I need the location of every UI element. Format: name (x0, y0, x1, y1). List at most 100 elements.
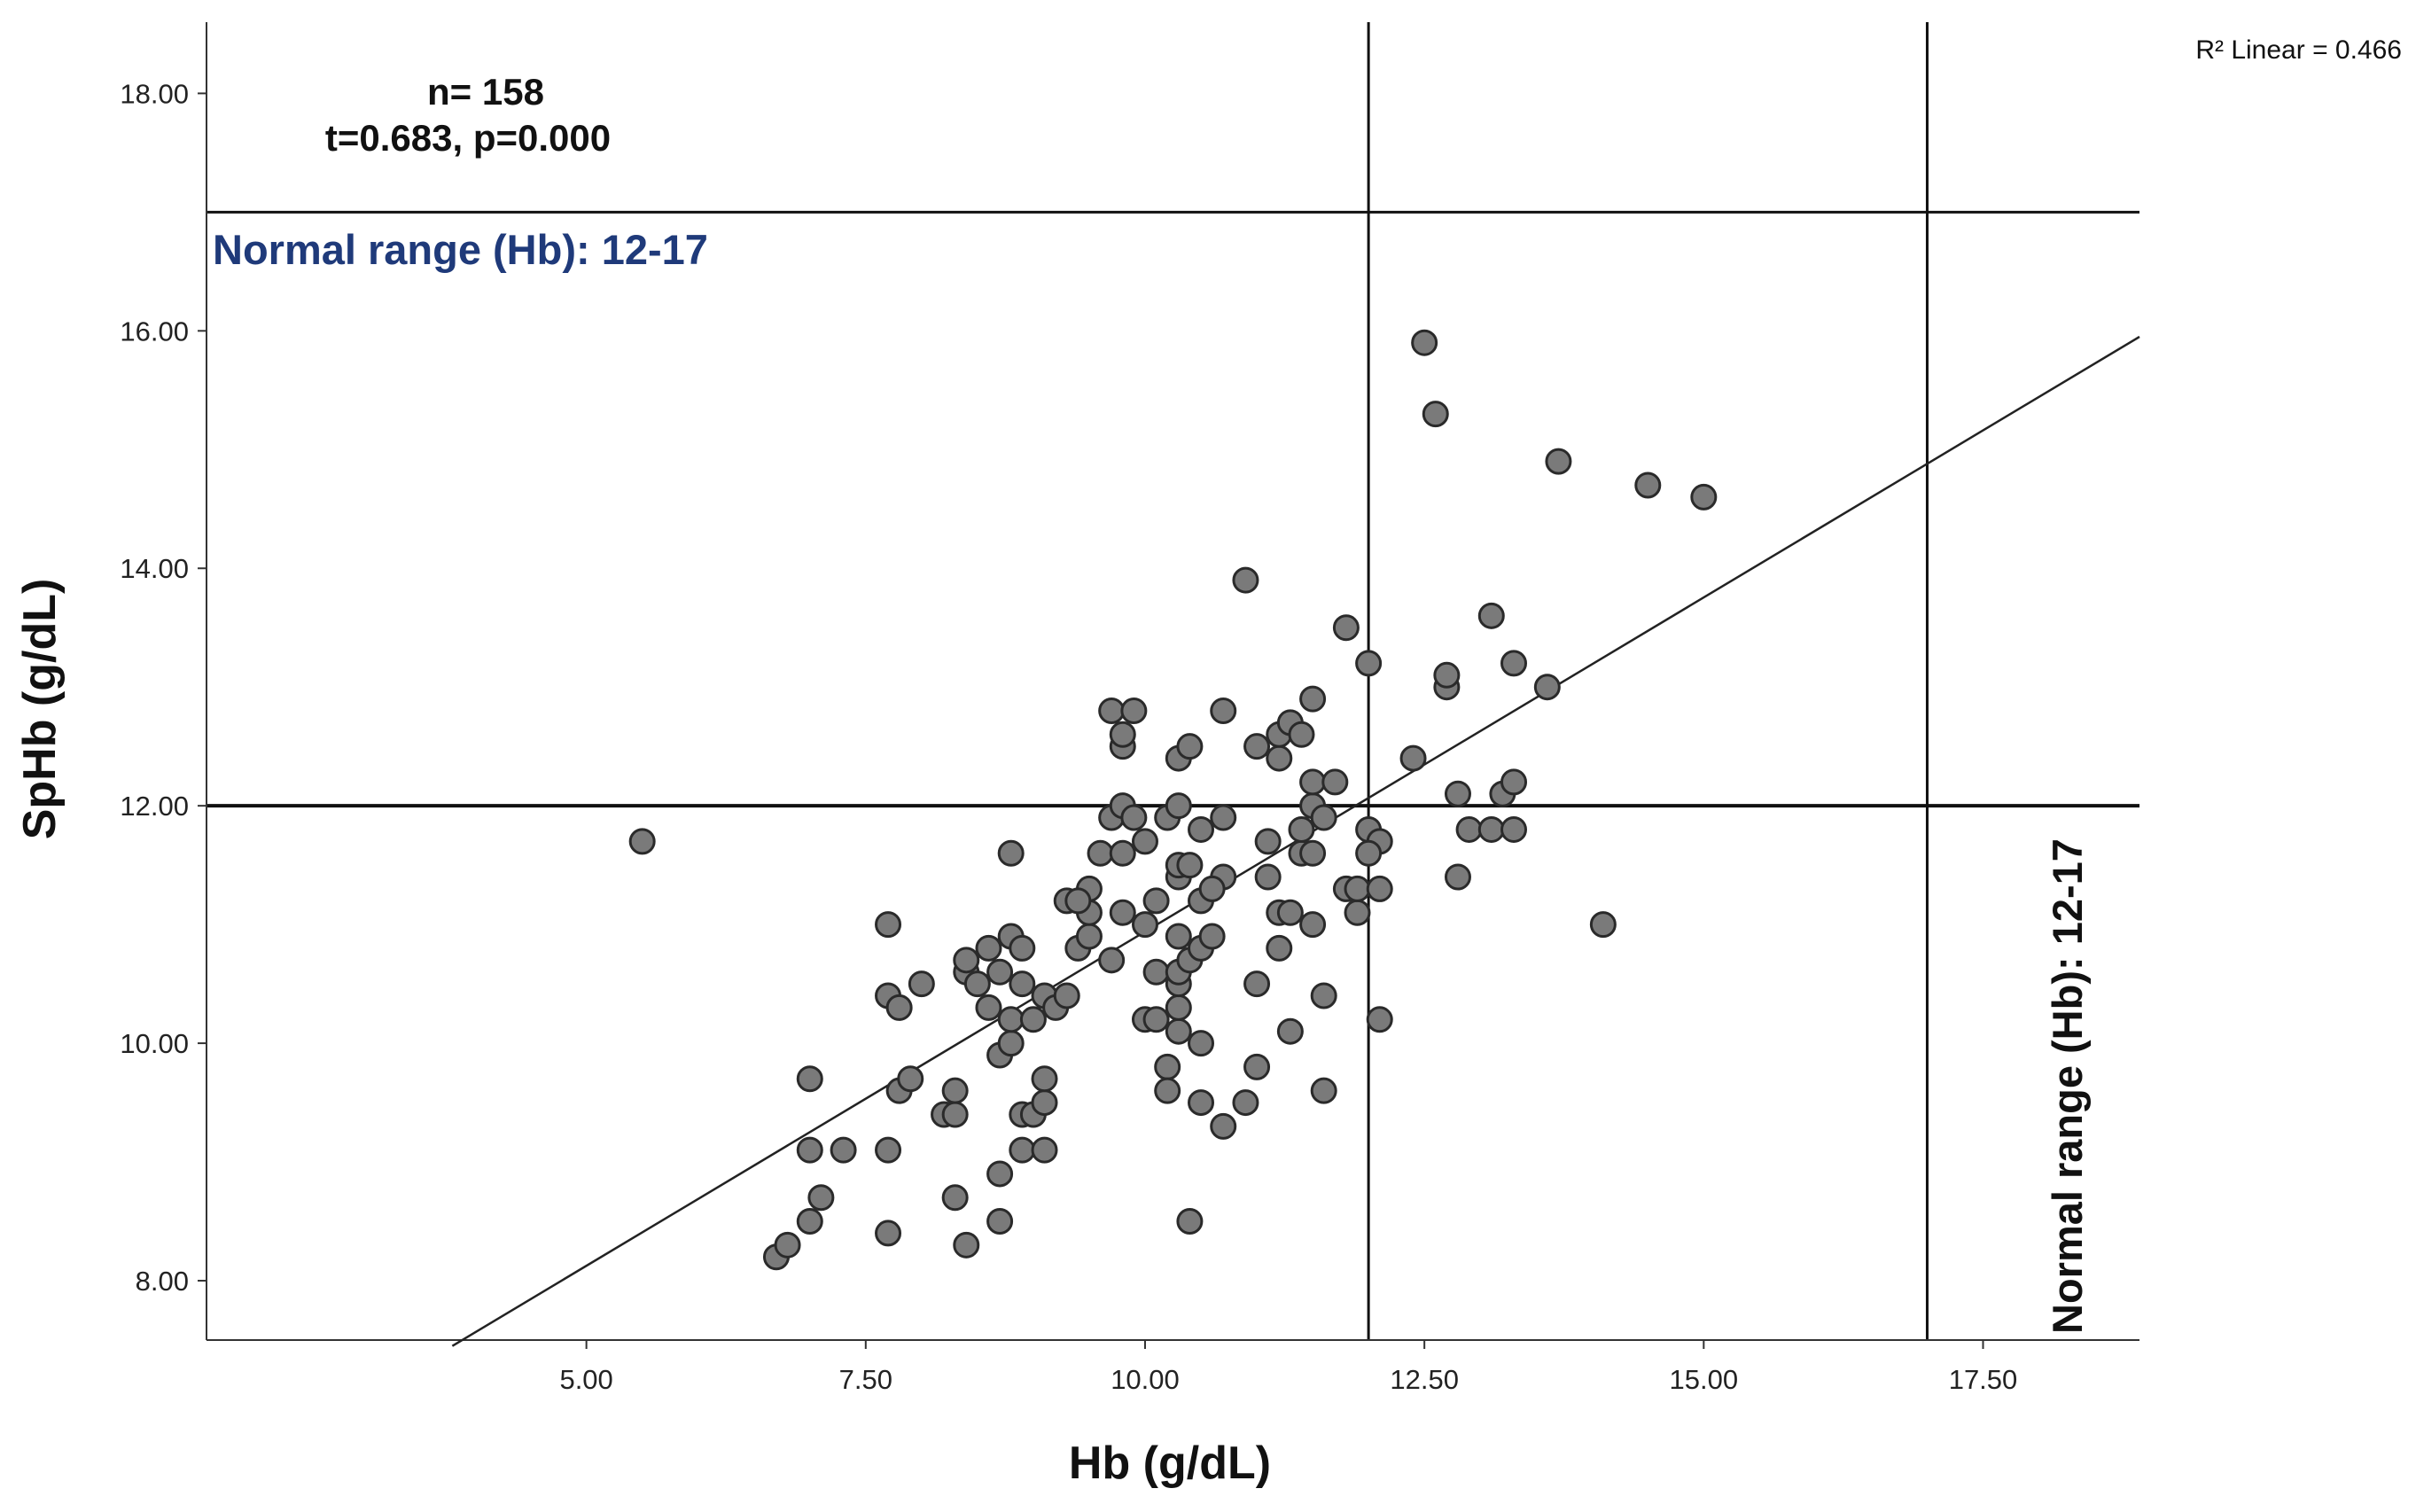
data-point-70 (1154, 1077, 1181, 1104)
data-point-138 (1444, 780, 1471, 807)
data-point-5 (796, 1136, 823, 1164)
x-tick-label-1: 7.50 (839, 1364, 892, 1395)
data-point-118 (1310, 982, 1337, 1009)
data-point-23 (975, 994, 1002, 1021)
data-point-131 (1355, 839, 1383, 867)
y-tick-label-1: 10.00 (120, 1028, 189, 1059)
data-point-90 (1188, 815, 1215, 843)
data-point-3 (796, 1208, 823, 1235)
data-points (628, 329, 1718, 1271)
data-point-121 (1321, 768, 1349, 796)
data-point-6 (830, 1136, 857, 1164)
data-point-25 (975, 934, 1002, 962)
data-point-14 (908, 970, 935, 998)
data-point-61 (1120, 697, 1148, 724)
data-point-104 (1266, 934, 1293, 962)
data-point-32 (1009, 1136, 1036, 1164)
x-axis-ticks: 5.00 7.50 10.00 12.50 15.00 17.50 (559, 1340, 2017, 1395)
data-point-147 (1545, 448, 1572, 475)
data-point-55 (1109, 839, 1136, 867)
data-point-72 (1165, 994, 1192, 1021)
data-point-31 (997, 1006, 1025, 1033)
x-tick-label-4: 15.00 (1670, 1364, 1739, 1395)
data-point-125 (1344, 875, 1371, 902)
data-point-75 (1165, 923, 1192, 950)
sample-size-label: n= 158 (427, 71, 544, 113)
data-point-149 (1634, 472, 1662, 499)
data-point-143 (1500, 768, 1528, 796)
data-point-130 (1366, 1006, 1393, 1033)
x-tick-label-3: 12.50 (1390, 1364, 1459, 1395)
data-point-37 (1009, 934, 1036, 962)
data-point-8 (875, 1220, 902, 1247)
data-point-124 (1344, 899, 1371, 926)
y-axis-title: SpHb (g/dL) (14, 579, 66, 840)
data-point-134 (1422, 401, 1449, 428)
data-point-54 (1109, 899, 1136, 926)
data-point-98 (1243, 970, 1271, 998)
data-point-123 (1332, 614, 1360, 642)
data-point-137 (1444, 863, 1471, 891)
data-point-51 (1064, 887, 1092, 915)
data-point-65 (1142, 887, 1170, 915)
y-tick-label-3: 14.00 (120, 553, 189, 584)
data-point-140 (1477, 815, 1505, 843)
data-point-133 (1411, 329, 1438, 356)
data-point-96 (1232, 1089, 1259, 1117)
data-point-68 (1142, 1006, 1170, 1033)
data-point-116 (1299, 768, 1327, 796)
data-point-87 (1188, 1030, 1215, 1057)
data-point-93 (1210, 804, 1237, 831)
data-point-120 (1310, 804, 1337, 831)
data-point-64 (1131, 911, 1158, 939)
data-point-105 (1276, 1017, 1304, 1045)
data-point-42 (1031, 1089, 1058, 1117)
data-point-30 (997, 1030, 1025, 1057)
data-point-41 (1031, 1136, 1058, 1164)
reference-lines (207, 22, 2139, 1340)
data-point-7 (796, 1065, 823, 1093)
data-point-100 (1232, 566, 1259, 594)
data-point-83 (1176, 852, 1204, 879)
data-point-16 (941, 1184, 969, 1212)
data-point-22 (963, 970, 991, 998)
t-test-label: t=0.683, p=0.000 (325, 117, 611, 159)
data-point-102 (1254, 828, 1282, 855)
data-point-141 (1477, 602, 1505, 629)
data-point-132 (1399, 744, 1427, 772)
data-point-144 (1500, 815, 1528, 843)
data-point-69 (1154, 1053, 1181, 1080)
data-point-67 (1142, 958, 1170, 986)
data-point-119 (1310, 1077, 1337, 1104)
data-point-45 (1053, 982, 1080, 1009)
data-point-11 (897, 1065, 924, 1093)
y-tick-label-2: 12.00 (120, 791, 189, 822)
data-point-148 (1589, 911, 1617, 939)
data-point-113 (1299, 839, 1327, 867)
x-tick-label-0: 5.00 (559, 1364, 612, 1395)
data-point-63 (1131, 828, 1158, 855)
data-point-53 (1098, 947, 1126, 974)
data-point-38 (1019, 1006, 1047, 1033)
x-tick-label-2: 10.00 (1111, 1364, 1180, 1395)
data-point-107 (1266, 744, 1293, 772)
data-point-89 (1198, 923, 1226, 950)
data-point-106 (1276, 899, 1304, 926)
normal-range-label-horizontal: Normal range (Hb): 12-17 (213, 226, 708, 273)
data-point-2 (774, 1231, 801, 1259)
data-point-17 (953, 1231, 980, 1259)
data-point-71 (1165, 1017, 1192, 1045)
data-point-9 (875, 1136, 902, 1164)
data-point-101 (1254, 863, 1282, 891)
data-point-52 (1087, 839, 1114, 867)
data-point-99 (1243, 733, 1271, 760)
y-tick-label-4: 16.00 (120, 316, 189, 347)
data-point-150 (1690, 483, 1718, 510)
data-point-145 (1500, 650, 1528, 677)
data-point-59 (1109, 721, 1136, 748)
data-point-26 (986, 958, 1014, 986)
data-point-20 (941, 1077, 969, 1104)
data-point-92 (1198, 875, 1226, 902)
data-point-136 (1433, 661, 1461, 689)
